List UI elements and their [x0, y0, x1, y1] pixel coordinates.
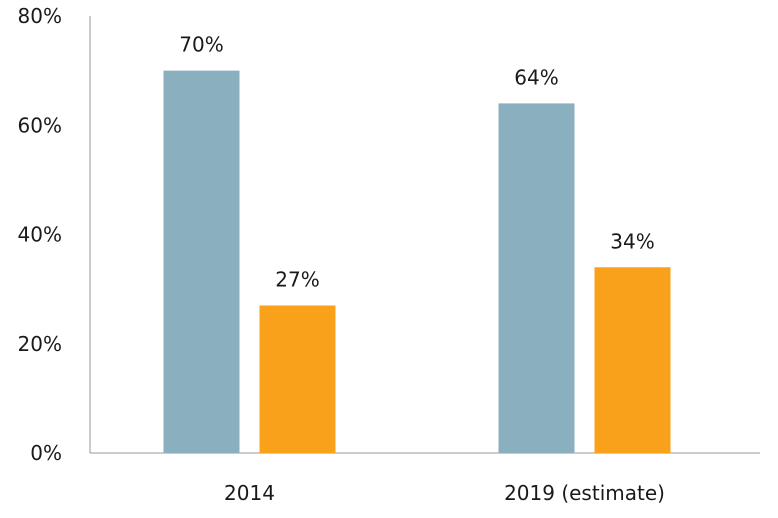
data-label: 64%: [514, 65, 558, 89]
data-label: 70%: [179, 33, 223, 57]
bar: [594, 267, 671, 453]
y-tick-label: 80%: [18, 4, 62, 28]
bar: [163, 70, 240, 453]
chart-bars: [163, 70, 671, 454]
bar: [259, 305, 336, 453]
bar: [498, 103, 575, 454]
chart-axes: 0% 20% 40% 60% 80%: [18, 4, 760, 465]
y-tick-label: 20%: [18, 332, 62, 356]
data-label: 27%: [275, 268, 319, 292]
x-category-label: 2014: [224, 481, 275, 505]
y-tick-label: 40%: [18, 223, 62, 247]
y-tick-label: 60%: [18, 113, 62, 137]
chart-labels: 70% 27% 2014 64% 34% 2019 (estimate): [179, 33, 665, 505]
y-tick-label: 0%: [30, 441, 62, 465]
data-label: 34%: [610, 229, 654, 253]
x-category-label: 2019 (estimate): [504, 481, 665, 505]
